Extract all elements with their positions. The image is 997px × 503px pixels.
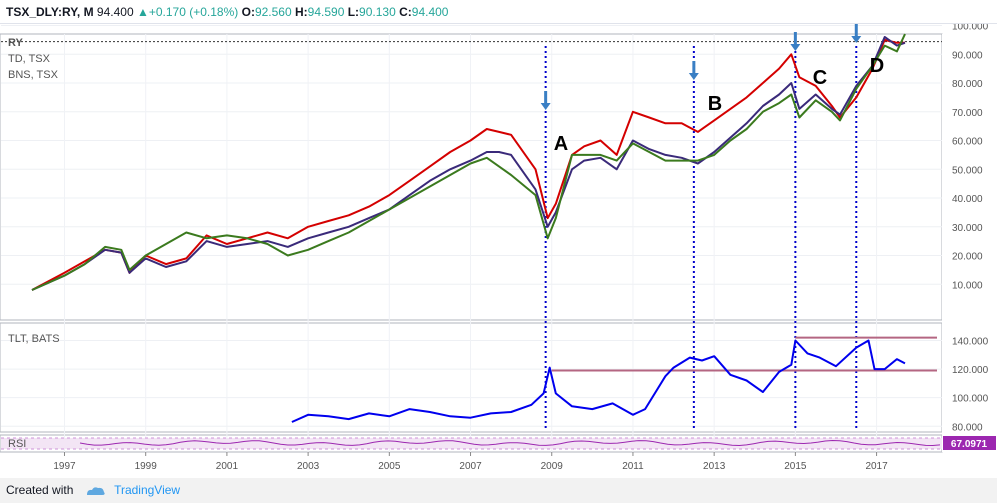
y-tick-label: 50.000 bbox=[952, 165, 983, 176]
open-label: O: bbox=[241, 5, 255, 19]
x-tick-label: 2013 bbox=[703, 461, 726, 472]
y-tick-label: 30.000 bbox=[952, 223, 983, 234]
y-tick-label: 140.000 bbox=[952, 336, 989, 347]
y-tick-label: 80.000 bbox=[952, 422, 983, 433]
annotation-label: A bbox=[554, 133, 568, 155]
open-value: 92.560 bbox=[254, 5, 292, 19]
y-tick-label: 20.000 bbox=[952, 252, 983, 263]
footer: Created with TradingView bbox=[0, 478, 997, 503]
rsi-value-badge bbox=[943, 436, 996, 450]
annotation-label: C bbox=[813, 67, 827, 89]
legend-entry: RSI bbox=[8, 438, 26, 450]
price-scale[interactable] bbox=[942, 34, 997, 452]
tradingview-logo-icon bbox=[86, 487, 105, 495]
legend-entry: RY bbox=[8, 37, 24, 49]
y-tick-label: 80.000 bbox=[952, 79, 983, 90]
x-tick-label: 2007 bbox=[459, 461, 482, 472]
price-change: +0.170 (+0.18%) bbox=[148, 5, 239, 19]
series-line[interactable] bbox=[31, 38, 905, 291]
up-triangle-icon: ▲ bbox=[136, 5, 149, 19]
y-tick-label: 10.000 bbox=[952, 280, 983, 291]
down-arrow-icon bbox=[851, 24, 862, 43]
y-tick-label: 100.000 bbox=[952, 24, 989, 33]
last-price: 94.400 bbox=[96, 5, 134, 19]
down-arrow-icon bbox=[688, 61, 699, 80]
series-line[interactable] bbox=[79, 439, 941, 447]
high-label: H: bbox=[295, 5, 308, 19]
y-tick-label: 90.000 bbox=[952, 50, 983, 61]
x-tick-label: 1999 bbox=[135, 461, 158, 472]
y-tick-label: 100.000 bbox=[952, 394, 989, 405]
created-with-text: Created with bbox=[6, 483, 74, 497]
x-tick-label: 2017 bbox=[865, 461, 888, 472]
low-label: L: bbox=[347, 5, 360, 19]
annotation-label: D bbox=[870, 55, 884, 77]
series-line[interactable] bbox=[31, 36, 906, 291]
x-tick-label: 2009 bbox=[541, 461, 564, 472]
high-value: 94.590 bbox=[307, 5, 345, 19]
symbol-header: TSX_DLY:RY, M 94.400 ▲+0.170 (+0.18%) O:… bbox=[0, 0, 997, 24]
series-line[interactable] bbox=[31, 33, 906, 291]
down-arrow-icon bbox=[790, 32, 801, 51]
x-tick-label: 1997 bbox=[53, 461, 76, 472]
close-label: C: bbox=[399, 5, 412, 19]
y-tick-label: 60.000 bbox=[952, 137, 983, 148]
series-line[interactable] bbox=[291, 339, 906, 423]
legend-entry: TD, TSX bbox=[8, 53, 51, 65]
x-tick-label: 2001 bbox=[216, 461, 239, 472]
legend-entry: BNS, TSX bbox=[8, 69, 59, 81]
x-tick-label: 2005 bbox=[378, 461, 401, 472]
down-arrow-icon bbox=[540, 91, 551, 110]
x-tick-label: 2003 bbox=[297, 461, 320, 472]
legend-entry: TLT, BATS bbox=[8, 333, 60, 345]
tradingview-link[interactable]: TradingView bbox=[114, 483, 181, 497]
y-tick-label: 40.000 bbox=[952, 194, 983, 205]
price-chart[interactable]: 10.000 20.000 30.000 40.000 50.000 60.000 70.0… bbox=[0, 24, 997, 478]
y-tick-label: 120.000 bbox=[952, 365, 989, 376]
annotation-label: B bbox=[708, 93, 722, 115]
y-tick-label: 70.000 bbox=[952, 108, 983, 119]
low-value: 90.130 bbox=[359, 5, 396, 19]
x-tick-label: 2011 bbox=[622, 461, 644, 472]
close-value: 94.400 bbox=[411, 5, 449, 19]
symbol-name[interactable]: TSX_DLY:RY, M bbox=[6, 5, 94, 19]
x-tick-label: 2015 bbox=[784, 461, 807, 472]
rsi-value-label: 67.0971 bbox=[951, 439, 988, 450]
